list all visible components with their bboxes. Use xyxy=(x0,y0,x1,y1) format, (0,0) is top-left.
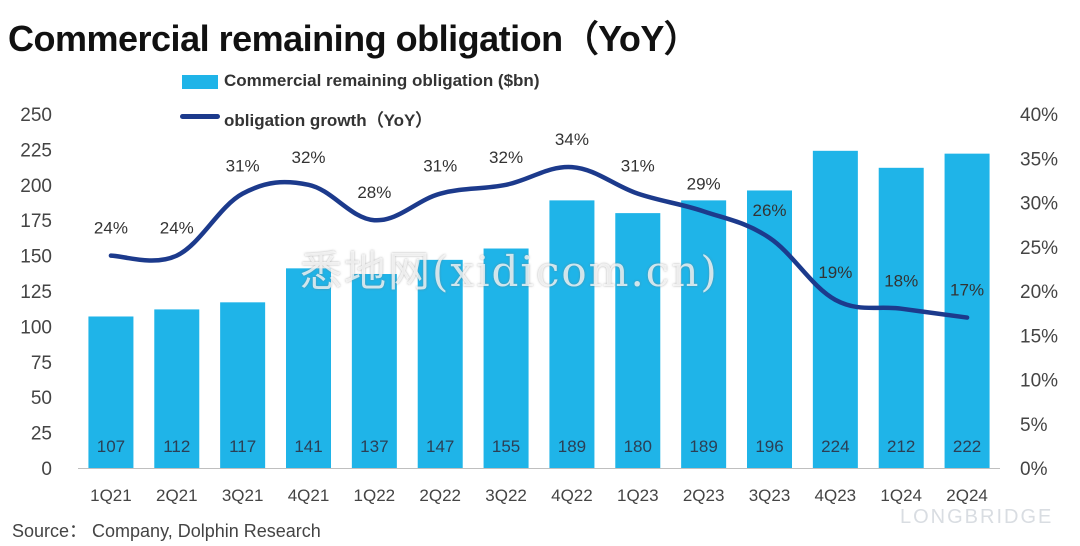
right-tick-20%: 20% xyxy=(1020,282,1058,303)
bar-label-4Q22: 189 xyxy=(558,437,586,456)
x-tick-4Q21: 4Q21 xyxy=(288,486,330,505)
x-tick-2Q21: 2Q21 xyxy=(156,486,198,505)
left-tick-75: 75 xyxy=(31,353,52,374)
x-tick-1Q23: 1Q23 xyxy=(617,486,659,505)
bar-2Q22 xyxy=(417,259,463,468)
left-tick-100: 100 xyxy=(20,317,52,338)
bar-label-1Q24: 212 xyxy=(887,437,915,456)
growth-label-3Q21: 31% xyxy=(226,157,260,176)
legend-label-line: obligation growth（YoY） xyxy=(224,111,433,130)
x-tick-2Q22: 2Q22 xyxy=(419,486,461,505)
bar-series xyxy=(88,150,990,469)
watermark-text: 悉地网(xidicom.cn) xyxy=(300,247,719,296)
growth-label-1Q21: 24% xyxy=(94,219,128,238)
source-note: Source： Company, Dolphin Research xyxy=(12,521,321,541)
left-tick-150: 150 xyxy=(20,247,52,268)
x-tick-1Q22: 1Q22 xyxy=(354,486,396,505)
right-tick-0%: 0% xyxy=(1020,459,1048,480)
left-tick-250: 250 xyxy=(20,105,52,126)
growth-label-1Q22: 28% xyxy=(357,183,391,202)
x-tick-1Q24: 1Q24 xyxy=(880,486,922,505)
legend-label-bar: Commercial remaining obligation ($bn) xyxy=(224,71,540,90)
bar-2Q23 xyxy=(681,200,727,468)
growth-label-2Q21: 24% xyxy=(160,219,194,238)
x-tick-3Q22: 3Q22 xyxy=(485,486,527,505)
bar-label-4Q21: 141 xyxy=(294,437,322,456)
legend-swatch-bar xyxy=(182,75,218,89)
growth-label-2Q22: 31% xyxy=(423,157,457,176)
bar-label-3Q22: 155 xyxy=(492,437,520,456)
bar-label-3Q23: 196 xyxy=(755,437,783,456)
left-axis: 0 25 50 75 100 125 150 175 200 225 250 xyxy=(20,105,52,480)
x-tick-4Q23: 4Q23 xyxy=(815,486,857,505)
right-tick-25%: 25% xyxy=(1020,238,1058,259)
bar-label-3Q21: 117 xyxy=(229,437,256,456)
right-tick-40%: 40% xyxy=(1020,105,1058,126)
legend-swatch-line xyxy=(180,114,220,119)
growth-label-2Q23: 29% xyxy=(687,174,721,193)
bar-3Q23 xyxy=(747,190,792,469)
left-tick-125: 125 xyxy=(20,282,52,303)
x-tick-3Q21: 3Q21 xyxy=(222,486,264,505)
growth-label-4Q21: 32% xyxy=(291,148,325,167)
chart-title: Commercial remaining obligation（YoY） xyxy=(8,18,700,59)
bar-1Q22 xyxy=(351,274,397,468)
bar-2Q21 xyxy=(154,309,200,468)
bar-4Q21 xyxy=(286,268,331,468)
brand-watermark: LONGBRIDGE xyxy=(900,506,1054,528)
right-tick-15%: 15% xyxy=(1020,326,1058,347)
growth-label-4Q22: 34% xyxy=(555,130,589,149)
right-tick-5%: 5% xyxy=(1020,415,1048,436)
left-tick-50: 50 xyxy=(31,388,52,409)
bar-label-4Q23: 224 xyxy=(821,437,849,456)
x-tick-1Q21: 1Q21 xyxy=(90,486,132,505)
growth-label-3Q23: 26% xyxy=(752,201,786,220)
left-tick-225: 225 xyxy=(20,140,52,161)
line-series xyxy=(108,164,970,320)
right-tick-10%: 10% xyxy=(1020,371,1058,392)
growth-line xyxy=(108,164,970,320)
bar-1Q24 xyxy=(878,167,924,469)
bar-label-1Q23: 180 xyxy=(624,437,652,456)
bar-label-1Q21: 107 xyxy=(97,437,125,456)
growth-label-1Q24: 18% xyxy=(884,272,918,291)
bar-1Q21 xyxy=(88,316,134,468)
growth-label-1Q23: 31% xyxy=(621,157,655,176)
left-tick-175: 175 xyxy=(20,211,52,232)
bar-label-2Q23: 189 xyxy=(689,437,717,456)
right-tick-30%: 30% xyxy=(1020,194,1058,215)
growth-label-2Q24: 17% xyxy=(950,281,984,300)
left-tick-25: 25 xyxy=(31,424,52,445)
bar-2Q24 xyxy=(944,153,990,468)
bar-label-2Q22: 147 xyxy=(426,437,454,456)
bar-1Q23 xyxy=(615,213,661,468)
bar-3Q21 xyxy=(220,302,266,468)
bar-label-2Q21: 112 xyxy=(163,437,190,456)
right-tick-35%: 35% xyxy=(1020,149,1058,170)
x-tick-4Q22: 4Q22 xyxy=(551,486,593,505)
x-tick-2Q24: 2Q24 xyxy=(946,486,988,505)
bar-label-2Q24: 222 xyxy=(953,437,981,456)
growth-label-3Q22: 32% xyxy=(489,148,523,167)
bar-3Q22 xyxy=(483,248,529,468)
bar-label-1Q22: 137 xyxy=(360,437,388,456)
left-tick-0: 0 xyxy=(41,459,52,480)
x-axis: 1Q21 2Q21 3Q21 4Q21 1Q22 2Q22 3Q22 4Q22 1Q23 2Q23… xyxy=(78,468,1000,505)
right-axis: 0% 5% 10% 15% 20% 25% 30% 35% 40% xyxy=(1020,105,1058,480)
bar-4Q22 xyxy=(549,200,595,468)
x-tick-2Q23: 2Q23 xyxy=(683,486,725,505)
bar-4Q23 xyxy=(812,150,858,469)
growth-label-4Q23: 19% xyxy=(818,263,852,282)
left-tick-200: 200 xyxy=(20,176,52,197)
bar-data-labels: 107 112 117 141 137 147 155 189 180 189 196 224 212 2… xyxy=(97,437,982,456)
line-data-labels: 24% 24% 31% 32% 28% 31% 32% 34% 31% 29% 26% 19% 18% 1… xyxy=(94,130,984,299)
x-tick-3Q23: 3Q23 xyxy=(749,486,791,505)
